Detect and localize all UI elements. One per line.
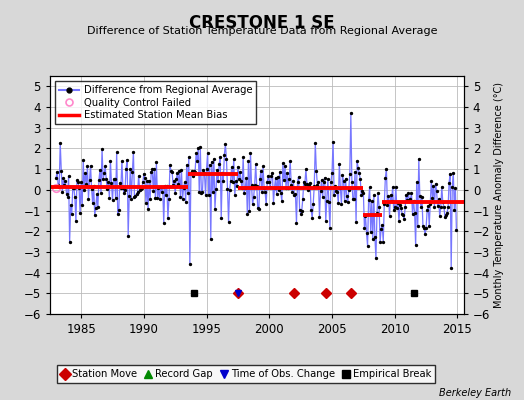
Text: Berkeley Earth: Berkeley Earth <box>439 388 511 398</box>
Y-axis label: Monthly Temperature Anomaly Difference (°C): Monthly Temperature Anomaly Difference (… <box>494 82 504 308</box>
Legend: Station Move, Record Gap, Time of Obs. Change, Empirical Break: Station Move, Record Gap, Time of Obs. C… <box>57 365 435 383</box>
Text: Difference of Station Temperature Data from Regional Average: Difference of Station Temperature Data f… <box>87 26 437 36</box>
Legend: Difference from Regional Average, Quality Control Failed, Estimated Station Mean: Difference from Regional Average, Qualit… <box>55 81 256 124</box>
Text: CRESTONE 1 SE: CRESTONE 1 SE <box>189 14 335 32</box>
